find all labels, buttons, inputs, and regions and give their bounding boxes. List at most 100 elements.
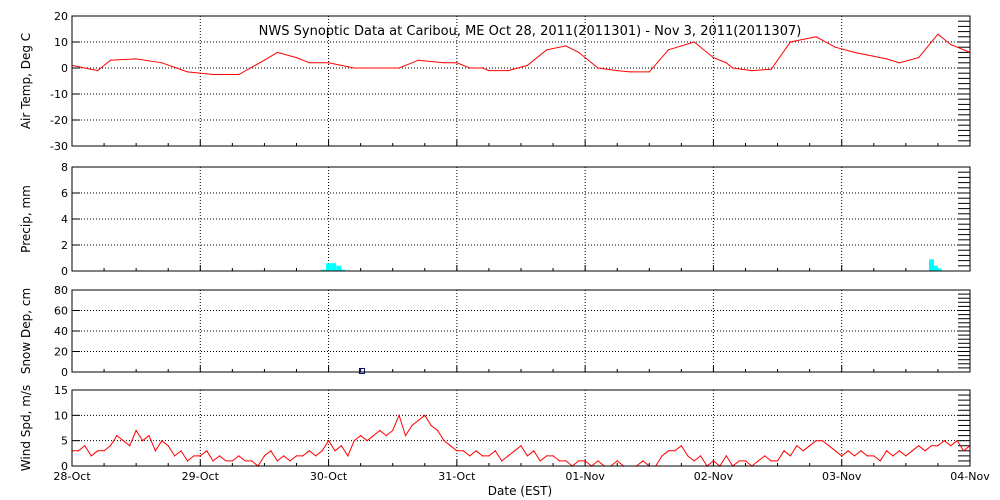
data-point — [174, 455, 176, 457]
data-point — [263, 59, 266, 61]
data-point — [770, 68, 772, 70]
data-point — [956, 440, 958, 442]
y-tick-label: 10 — [54, 36, 68, 49]
data-point — [744, 460, 747, 462]
data-point — [494, 450, 496, 452]
data-point — [821, 440, 824, 442]
precip-bar — [320, 269, 326, 271]
data-point — [687, 455, 689, 457]
y-tick-label: 5 — [61, 435, 68, 448]
data-point — [661, 455, 663, 457]
data-point — [488, 70, 490, 72]
data-point — [366, 67, 368, 69]
y-tick-label: 6 — [61, 187, 68, 200]
data-point — [873, 455, 875, 457]
precip-bar — [932, 265, 938, 271]
data-point — [417, 59, 419, 61]
data-point — [815, 36, 817, 38]
y-tick-label: 4 — [61, 213, 68, 226]
data-point — [738, 460, 740, 462]
panel-frame — [71, 289, 971, 373]
data-point — [924, 450, 926, 452]
data-point — [206, 450, 208, 452]
data-point — [558, 460, 561, 462]
data-point — [860, 450, 862, 452]
x-tick-label: 02-Nov — [694, 470, 734, 483]
snow-depth-marker — [358, 367, 365, 374]
data-point — [289, 460, 291, 462]
panel-frame — [71, 166, 971, 272]
data-point — [828, 445, 830, 447]
data-point — [360, 435, 362, 437]
data-point — [937, 33, 939, 35]
x-tick-label: 28-Oct — [53, 470, 91, 483]
data-point — [930, 445, 933, 447]
data-point — [372, 435, 375, 437]
data-point — [424, 414, 426, 416]
data-point — [398, 67, 400, 69]
data-point — [366, 440, 368, 442]
y-tick-label: 0 — [61, 265, 68, 278]
x-tick-label: 01-Nov — [565, 470, 605, 483]
data-point — [251, 460, 253, 462]
data-point — [327, 62, 330, 64]
data-point — [693, 41, 695, 43]
data-point — [116, 435, 118, 437]
data-point — [918, 57, 920, 59]
data-point — [161, 440, 163, 442]
data-point — [84, 445, 86, 447]
data-point — [642, 460, 644, 462]
data-point — [283, 455, 285, 457]
x-tick-labels: 28-Oct 29-Oct 30-Oct 31-Oct 01-Nov 02-Nov 03-N… — [53, 470, 990, 483]
y-tick-label: 20 — [54, 10, 68, 23]
data-point — [167, 445, 169, 447]
data-point — [732, 67, 734, 69]
data-point — [353, 440, 355, 442]
data-point — [218, 455, 221, 457]
data-point — [97, 450, 99, 452]
data-point — [834, 450, 836, 452]
data-point — [186, 71, 189, 73]
data-point — [135, 58, 137, 60]
data-point — [911, 450, 913, 452]
data-point — [456, 450, 458, 452]
data-point — [154, 450, 156, 452]
y-tick-label: 0 — [61, 366, 68, 379]
data-point — [276, 460, 278, 462]
data-point — [263, 455, 266, 457]
x-axis-label: Date (EST) — [488, 484, 552, 498]
data-point — [417, 419, 419, 421]
data-point — [90, 455, 92, 457]
data-point — [834, 46, 836, 48]
data-point — [533, 450, 535, 452]
precip-bar — [340, 269, 346, 271]
data-point — [853, 51, 856, 54]
data-point — [546, 455, 548, 457]
data-point — [565, 460, 567, 462]
data-point — [513, 450, 516, 452]
data-point — [898, 450, 901, 452]
data-point — [469, 455, 471, 457]
panel-3: 15 10 5 0 Wind Spd, m/s — [19, 384, 971, 473]
data-point — [667, 450, 670, 452]
data-point — [584, 460, 586, 462]
data-point — [962, 450, 965, 452]
precip-bar — [929, 259, 935, 271]
data-point — [308, 62, 310, 64]
panel-0: 20 10 0 -10 -20 -30 Air Temp, Deg C — [19, 10, 971, 153]
data-point — [725, 455, 727, 457]
data-point — [693, 460, 695, 462]
data-point — [674, 450, 676, 452]
data-point — [295, 455, 298, 457]
data-point — [700, 455, 702, 457]
data-point — [712, 460, 715, 462]
data-point — [552, 455, 554, 457]
data-point — [231, 460, 233, 462]
data-point — [392, 429, 394, 432]
data-point — [488, 455, 490, 457]
panel-1: 8 6 4 2 0 Precip, mm — [19, 161, 971, 278]
y-tick-label: 8 — [61, 161, 68, 174]
y-tick-label: 60 — [54, 305, 68, 318]
y-tick-label: -10 — [50, 88, 68, 101]
